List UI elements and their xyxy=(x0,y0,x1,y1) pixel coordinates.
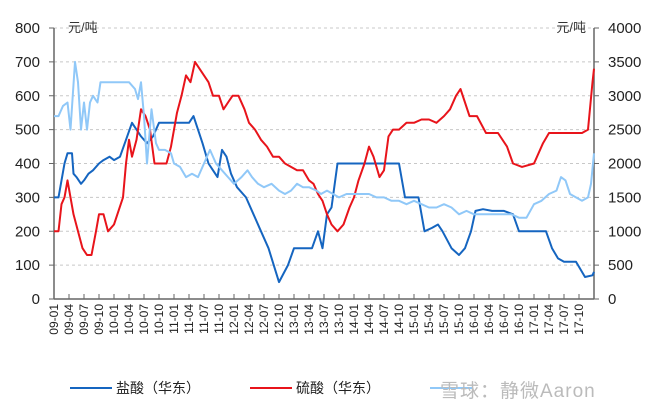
right-axis-unit: 元/吨 xyxy=(556,20,586,35)
x-axis-tick-label: 15-07 xyxy=(437,304,451,335)
right-axis-tick-label: 3500 xyxy=(608,54,641,71)
left-axis-tick-label: 500 xyxy=(15,122,40,139)
legend-item-sulfuric-acid: 硫酸（华东） xyxy=(250,378,380,398)
x-axis-tick-label: 16-01 xyxy=(467,304,481,335)
series-line xyxy=(54,60,595,219)
x-axis-tick-label: 17-07 xyxy=(557,304,571,335)
x-axis-tick-label: 10-10 xyxy=(152,304,166,335)
left-axis-unit: 元/吨 xyxy=(68,20,98,35)
x-axis-tick-label: 13-10 xyxy=(332,304,346,335)
x-axis-tick-label: 10-01 xyxy=(107,304,121,335)
x-axis-tick-label: 09-10 xyxy=(92,304,106,335)
x-axis-tick-label: 11-07 xyxy=(197,304,211,334)
series-line xyxy=(54,115,595,284)
x-axis-tick-label: 12-10 xyxy=(272,304,286,335)
x-axis-tick-label: 17-01 xyxy=(527,304,541,335)
right-axis-tick-label: 1000 xyxy=(608,223,641,240)
x-axis-tick-label: 12-07 xyxy=(257,304,271,335)
left-axis-tick-label: 800 xyxy=(15,20,40,37)
right-axis-tick-label: 1500 xyxy=(608,189,641,206)
legend-label: 盐酸（华东） xyxy=(116,380,200,396)
x-axis-tick-label: 14-01 xyxy=(347,304,361,335)
x-axis-tick-label: 11-01 xyxy=(167,304,181,334)
left-axis-tick-label: 100 xyxy=(15,257,40,274)
right-axis-tick-label: 0 xyxy=(608,291,616,308)
right-axis-tick-label: 500 xyxy=(608,257,633,274)
x-axis-tick-label: 09-01 xyxy=(47,304,61,335)
legend: 盐酸（华东） 硫酸（华东） xyxy=(70,378,526,398)
x-axis-tick-label: 17-10 xyxy=(572,304,586,335)
x-axis-tick-label: 16-04 xyxy=(482,304,496,335)
legend-item-caustic-soda xyxy=(430,387,476,389)
right-axis-tick-label: 4000 xyxy=(608,20,641,37)
legend-swatch xyxy=(70,387,112,389)
x-axis-tick-label: 10-04 xyxy=(122,304,136,335)
watermark: 雪球：静微Aaron xyxy=(440,381,596,402)
x-axis-tick-label: 15-10 xyxy=(452,304,466,335)
x-axis-tick-label: 12-01 xyxy=(227,304,241,335)
legend-swatch xyxy=(250,387,292,389)
x-axis-tick-label: 16-07 xyxy=(497,304,511,335)
x-axis-tick-label: 13-04 xyxy=(302,304,316,335)
x-axis-tick-label: 14-07 xyxy=(377,304,391,335)
legend-swatch xyxy=(430,387,472,389)
legend-item-hydrochloric-acid: 盐酸（华东） xyxy=(70,378,200,398)
x-axis-tick-label: 11-10 xyxy=(212,304,226,334)
x-axis-tick-label: 17-04 xyxy=(542,304,556,335)
left-axis-tick-label: 700 xyxy=(15,54,40,71)
series-line xyxy=(54,60,595,256)
right-axis-tick-label: 2000 xyxy=(608,156,641,173)
left-axis-tick-label: 400 xyxy=(15,156,40,173)
line-chart: 0 100 200 300 400 500 600 700 800 0 500 1000 1500 200… xyxy=(15,20,641,335)
x-axis-tick-label: 13-01 xyxy=(287,304,301,335)
x-axis-tick-label: 10-07 xyxy=(137,304,151,335)
left-axis-tick-label: 300 xyxy=(15,189,40,206)
x-axis-tick-label: 12-04 xyxy=(242,304,256,335)
x-axis-tick-label: 15-01 xyxy=(407,304,421,335)
right-axis-tick-label: 2500 xyxy=(608,122,641,139)
left-axis-tick-label: 0 xyxy=(32,291,40,308)
x-axis-tick-label: 13-07 xyxy=(317,304,331,335)
x-axis-tick-label: 09-04 xyxy=(62,304,76,335)
x-axis-tick-label: 15-04 xyxy=(422,304,436,335)
left-axis-tick-label: 200 xyxy=(15,223,40,240)
x-axis-tick-label: 09-07 xyxy=(77,304,91,335)
left-axis-tick-label: 600 xyxy=(15,88,40,105)
x-axis-tick-label: 11-04 xyxy=(182,304,196,334)
legend-label: 硫酸（华东） xyxy=(296,380,380,396)
x-axis-tick-label: 14-04 xyxy=(362,304,376,335)
right-axis-tick-label: 3000 xyxy=(608,88,641,105)
x-axis-tick-label: 16-10 xyxy=(512,304,526,335)
x-axis-tick-label: 14-10 xyxy=(392,304,406,335)
